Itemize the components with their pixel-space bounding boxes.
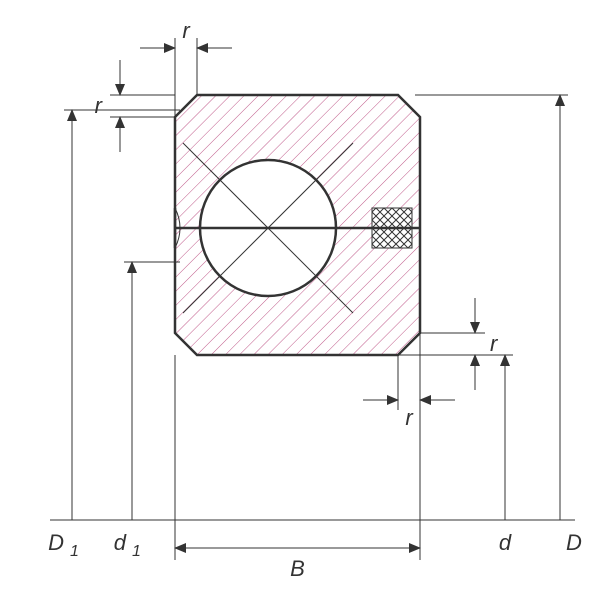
bearing-diagram: rrrrBD1d1dD [0, 0, 600, 600]
dimension-label: B [290, 556, 305, 581]
dimension-label: r [405, 405, 414, 430]
dimension-label: d [114, 530, 127, 555]
dimension-label: r [490, 331, 499, 356]
dimension-label: D [48, 530, 64, 555]
dimension-label: 1 [132, 543, 141, 560]
dimension-label: d [499, 530, 512, 555]
dimension-label: 1 [70, 543, 79, 560]
dimension-label: D [566, 530, 582, 555]
dimension-label: r [182, 18, 191, 43]
dimension-label: r [95, 93, 104, 118]
